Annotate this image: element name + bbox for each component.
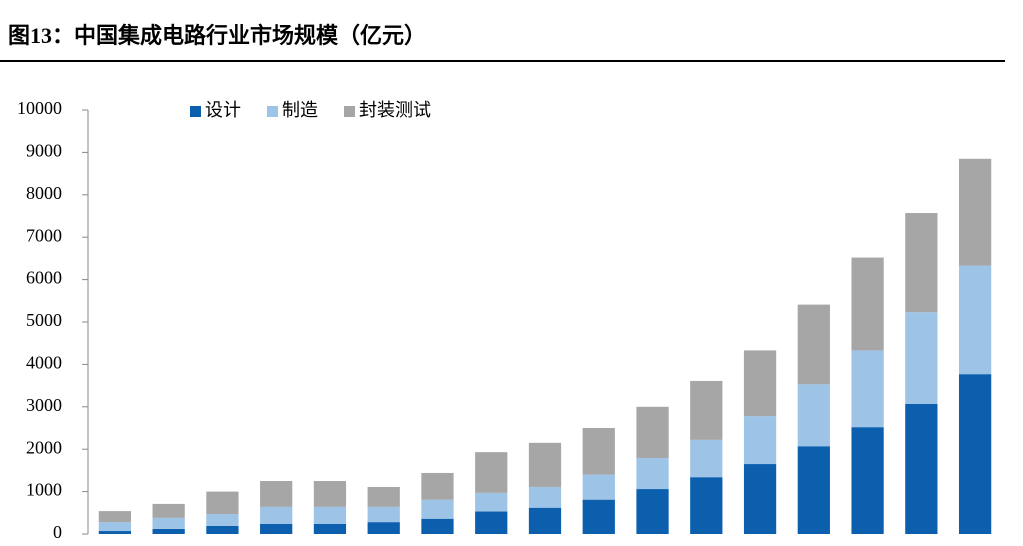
bar-segment [851,350,884,428]
bar-segment [260,523,293,534]
y-tick-label: 1000 [26,480,62,500]
y-tick-label: 3000 [26,395,62,415]
bar-segment [206,525,239,534]
y-tick-label: 2000 [26,437,62,457]
bar-segment [905,213,938,313]
bar-segment [905,403,938,534]
bar-segment [851,257,884,351]
legend-swatch [267,106,278,117]
legend-label: 封装测试 [359,100,431,120]
bar-segment [528,507,562,534]
bar-segment [313,523,347,534]
legend-swatch [344,106,355,117]
bar-segment [421,472,454,500]
bar-segment [690,380,723,440]
legend-label: 制造 [282,100,318,120]
bar-segment [528,442,562,487]
y-tick-label: 10000 [17,98,62,118]
y-tick-label: 8000 [26,183,62,203]
bar-segment [475,511,508,534]
bar-segment [98,531,132,534]
legend-label: 设计 [205,100,241,120]
bar-segment [636,458,669,490]
bar-segment [367,506,400,523]
bar-segment [421,499,454,519]
bar-segment [98,511,132,523]
bar-segment [743,350,777,417]
bar-segment [690,439,723,478]
bar-segment [582,474,615,500]
bar-segment [367,522,400,534]
bar-segment [152,503,185,518]
bar-segment [528,486,562,508]
bar-segment [313,481,347,507]
bar-segment [958,158,992,266]
bar-segment [152,517,185,529]
bar-segment [743,464,777,534]
chart-title: 图13：中国集成电路行业市场规模（亿元） [8,23,426,48]
bar-segment [367,486,400,507]
bar-segment [958,265,992,375]
bar-segment [313,506,347,524]
bar-segment [797,304,830,385]
bar-segment [152,528,185,534]
y-tick-label: 4000 [26,353,62,373]
legend-swatch [190,106,201,117]
y-tick-label: 9000 [26,141,62,161]
bar-segment [475,452,508,493]
bar-segment [206,514,239,526]
bar-segment [690,477,723,534]
bar-segment [743,416,777,465]
bar-segment [905,312,938,404]
bar-segment [98,522,132,532]
bar-segment [421,518,454,534]
bar-segment [797,446,830,534]
bar-segment [958,374,992,534]
y-tick-label: 5000 [26,310,62,330]
bar-segment [582,499,615,534]
bar-segment [636,406,669,459]
bar-segment [851,427,884,534]
bar-segment [260,506,293,524]
bar-segment [636,489,669,534]
y-tick-label: 7000 [26,225,62,245]
y-tick-label: 0 [53,522,62,542]
bar-segment [797,384,830,447]
bar-segment [206,491,239,515]
bar-segment [260,481,293,507]
y-tick-label: 6000 [26,268,62,288]
bar-segment [475,492,508,512]
bar-segment [582,428,615,475]
